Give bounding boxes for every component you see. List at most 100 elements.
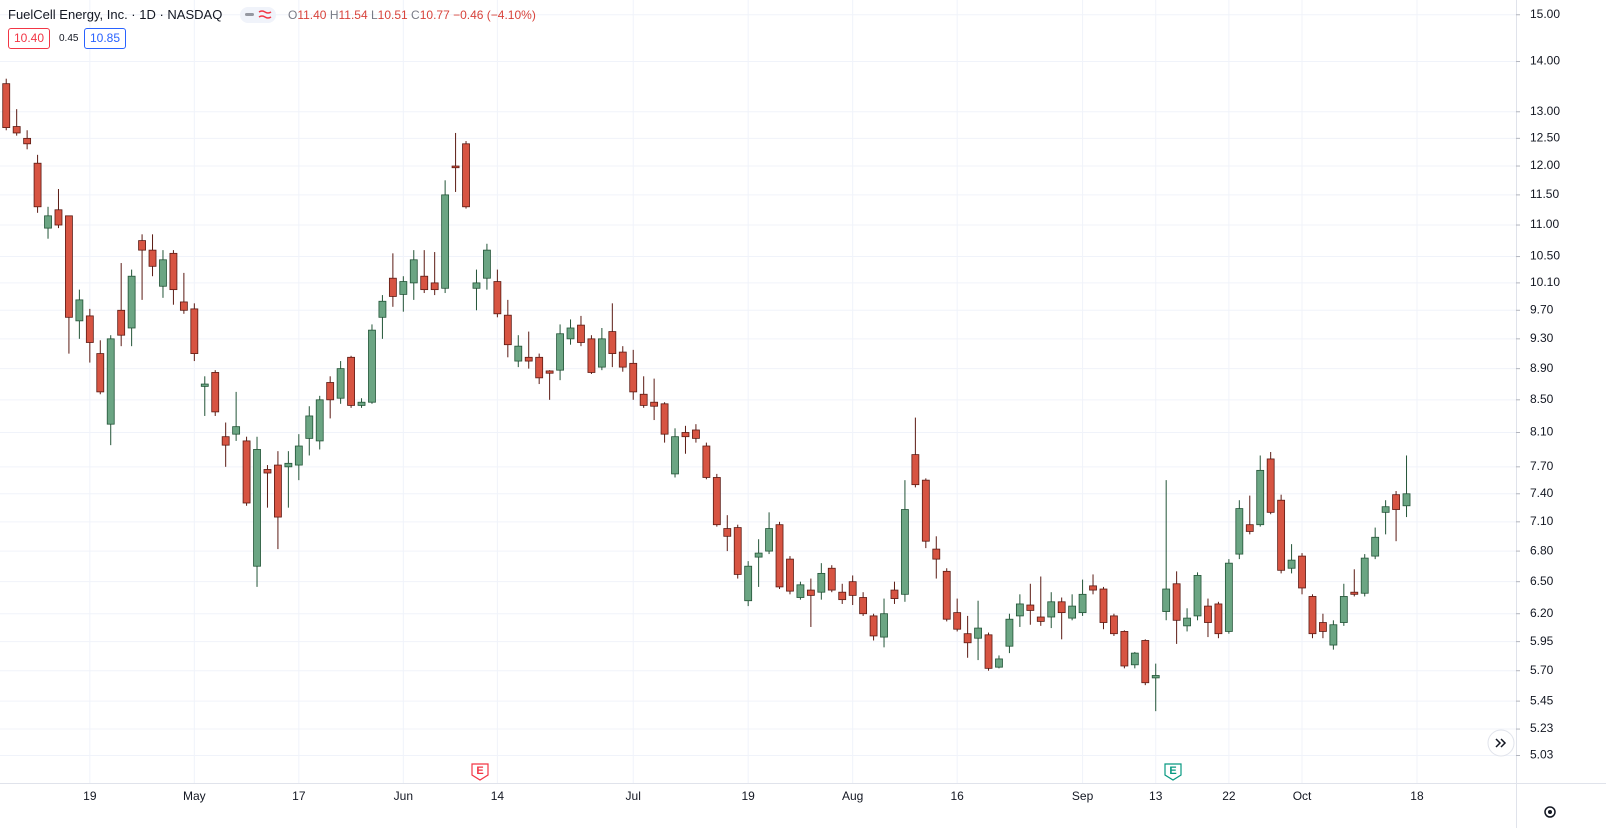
candle-body [441,194,450,289]
candle-body [294,445,303,466]
settings-button[interactable] [1544,806,1556,818]
candle-body [995,658,1003,668]
candle-body [974,627,982,639]
candle-body [388,277,397,297]
candle-body [806,589,815,596]
candle-body [733,527,742,575]
y-tick-label: 5.45 [1530,693,1554,707]
candle-body [577,324,585,343]
y-tick-label: 8.50 [1530,392,1554,406]
symbol-title: FuelCell Energy, Inc. · 1D · NASDAQ [8,7,223,22]
candle-body [138,240,146,251]
bid-price[interactable]: 10.40 [8,28,51,49]
x-tick-label: Jul [626,789,641,803]
candle-body [54,209,63,226]
candle-body [1224,562,1233,632]
candle-body [639,393,648,406]
candle-body [984,634,993,669]
candle-body [1078,593,1087,614]
candle-body [1392,494,1400,510]
candle-body [221,436,230,446]
y-tick-label: 7.70 [1530,459,1554,473]
candle-body [953,612,962,630]
candle-body [96,353,105,393]
y-tick-label: 14.00 [1530,54,1560,68]
candle-body [775,524,784,588]
x-tick-label: 19 [83,789,97,803]
candle-body [1256,469,1265,526]
candle-body [85,315,94,343]
candle-body [796,584,805,598]
candle-body [1245,524,1254,532]
candle-body [127,275,136,329]
ask-price[interactable]: 10.85 [84,28,127,49]
x-tick-label: 18 [1410,789,1424,803]
candle-body [1204,605,1212,623]
y-tick-label: 7.40 [1530,486,1554,500]
candle-body [1371,536,1380,557]
candle-body [1193,575,1202,617]
candle-body [1015,603,1024,617]
candle-body [148,249,157,267]
candle-body [524,356,533,362]
candle-body [190,308,199,354]
x-tick-label: 22 [1222,789,1236,803]
candle-body [702,445,711,478]
candle-body [462,143,470,208]
candle-body [106,338,115,425]
candle-body [880,613,888,638]
candle-body [1298,555,1306,589]
scroll-button[interactable] [1487,729,1515,757]
candle-body [911,454,920,486]
earnings-marker: E [471,763,489,781]
y-tick-label: 6.50 [1530,574,1554,588]
candle-body [1026,604,1035,611]
y-tick-label: 5.03 [1530,748,1554,762]
candle-body [608,331,617,354]
x-tick-label: 14 [491,789,505,803]
candle-body [1350,591,1359,595]
candle-body [1266,458,1275,513]
candle-body [712,477,721,526]
ohlc-value: 11.40 [297,8,327,22]
candle-body [587,338,596,373]
candle-body [692,429,700,439]
ohlc-key: O [288,8,298,22]
candle-body [754,552,763,558]
candle-body [942,570,951,620]
candle-body [1120,631,1129,667]
candle-body [597,338,606,368]
candle-body [1162,588,1171,612]
candle-body [1339,596,1348,623]
spread: 0.45 [53,28,85,49]
candle-body [1068,605,1077,619]
candle-body [1172,583,1181,621]
candle-body [12,126,21,134]
y-tick-label: 6.20 [1530,606,1554,620]
candle-body [169,252,178,291]
candle-body [1036,616,1045,622]
candle-body [1151,675,1160,679]
candle-body [514,345,523,362]
grid [0,0,1516,783]
candle-body [848,581,857,596]
candle-body [420,275,429,291]
candle-body [242,440,251,504]
candle-body [117,309,126,336]
candle-body [1277,499,1286,571]
candle-body [1110,615,1118,635]
price-change: −0.46 (−4.10%) [453,8,536,22]
chart-type-pill[interactable] [240,7,276,23]
y-tick-label: 5.95 [1530,634,1554,648]
candle-body [838,591,847,601]
candle-body [1099,588,1108,623]
candle-body [566,327,575,340]
y-tick-label: 5.70 [1530,663,1554,677]
candle-body [2,83,11,128]
y-tick-label: 8.90 [1530,361,1554,375]
y-tick-label: 6.80 [1530,543,1554,557]
candle-body [503,314,512,346]
candle-body [33,162,42,208]
